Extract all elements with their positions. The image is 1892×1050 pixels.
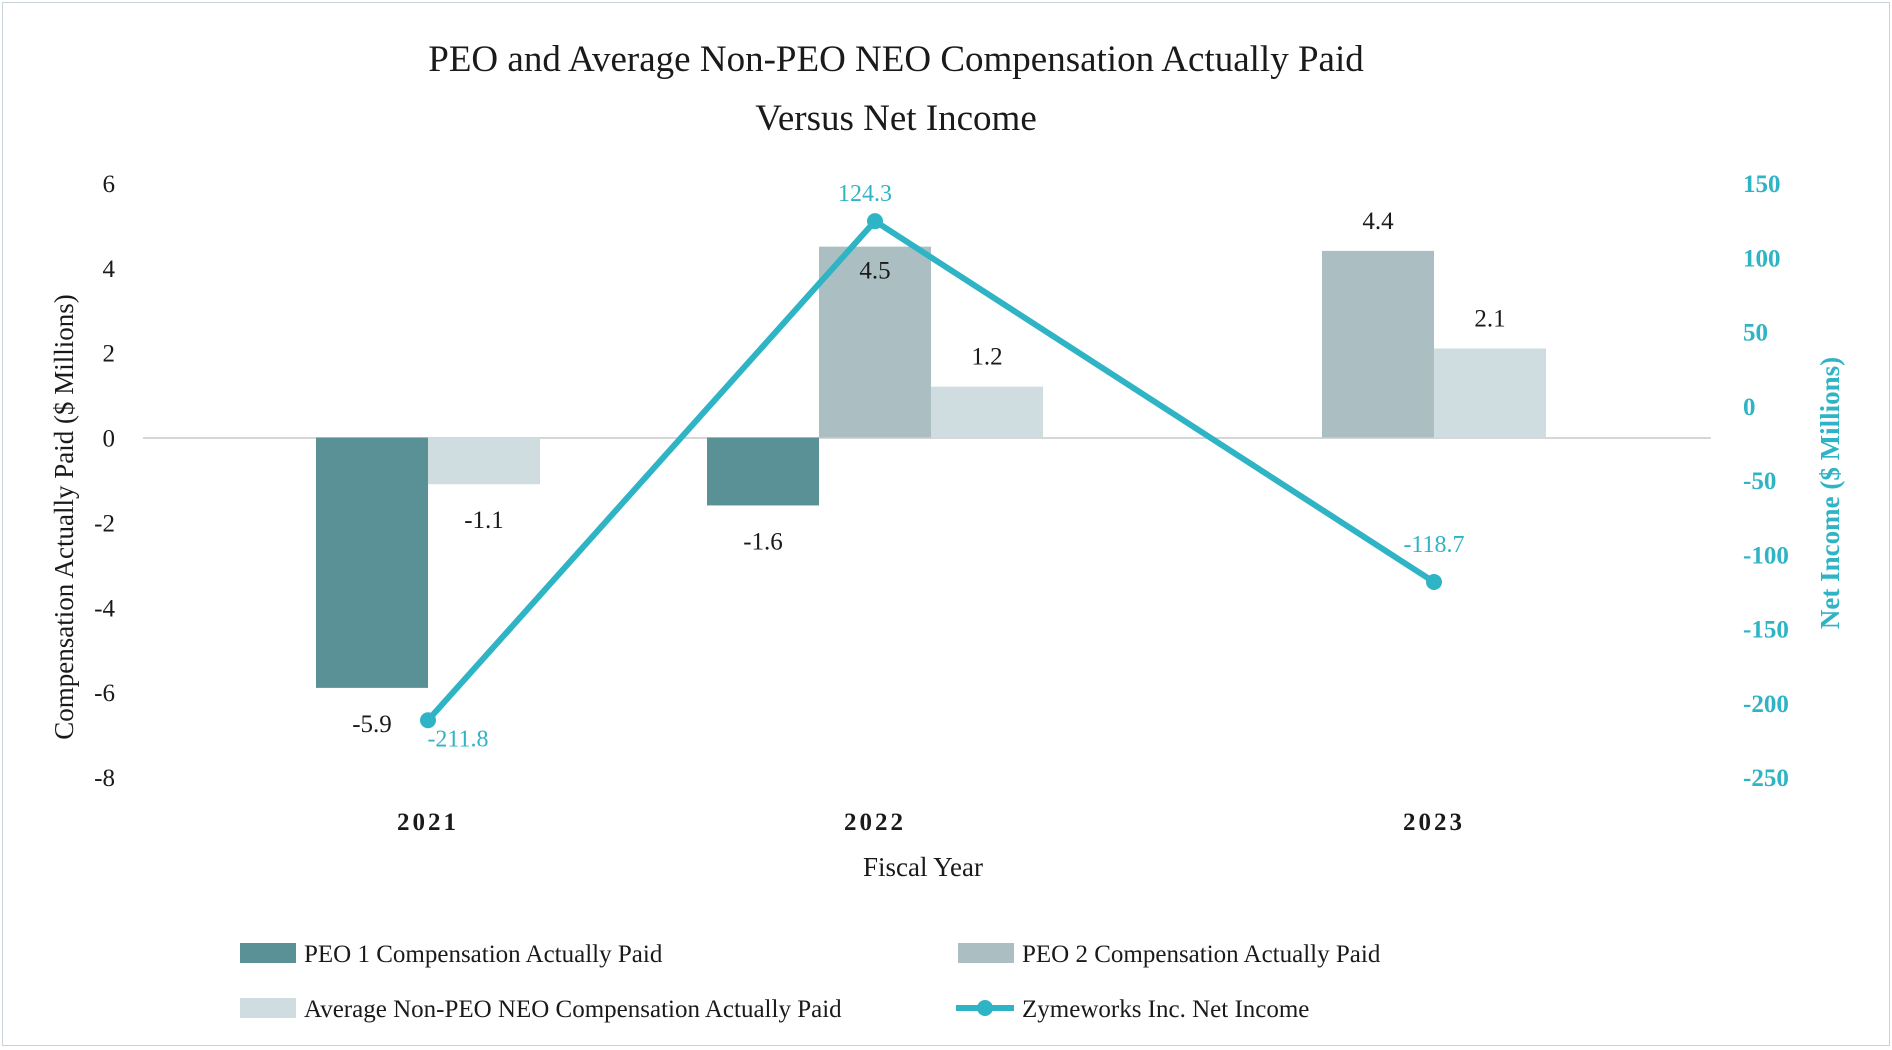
y-right-tick-label: -250	[1743, 765, 1789, 792]
bar-group	[316, 246, 1546, 688]
y-left-tick-label: -6	[94, 680, 115, 707]
legend-swatch	[240, 998, 296, 1018]
x-category-label: 2021	[397, 809, 459, 836]
chart-title-line-1: PEO and Average Non-PEO NEO Compensation…	[428, 39, 1364, 80]
bar-data-label: -1.6	[743, 528, 783, 555]
y-axis-left-label: Compensation Actually Paid ($ Millions)	[49, 294, 79, 739]
y-left-tick-label: -4	[94, 595, 115, 622]
x-axis-categories: 2021 2022 2023	[397, 809, 1465, 836]
y-left-tick-label: -8	[94, 765, 115, 792]
bar-data-label: 2.1	[1474, 305, 1505, 332]
chart-canvas: PEO and Average Non-PEO NEO Compensation…	[49, 39, 1845, 1023]
bar	[931, 386, 1043, 438]
bar	[1434, 348, 1546, 438]
y-left-tick-label: 2	[103, 341, 116, 368]
bar-data-label: 4.4	[1362, 208, 1394, 235]
x-axis-label: Fiscal Year	[863, 852, 983, 882]
net-income-point	[867, 213, 883, 230]
legend-swatch	[240, 943, 296, 963]
y-right-tick-label: -200	[1743, 691, 1789, 718]
bar	[819, 246, 931, 438]
legend-label: PEO 2 Compensation Actually Paid	[1022, 941, 1381, 968]
y-right-tick-label: -100	[1743, 542, 1789, 569]
chart-title-line-2: Versus Net Income	[755, 98, 1037, 139]
y-left-tick-label: 4	[103, 256, 116, 283]
y-left-tick-label: 6	[103, 171, 116, 198]
x-category-label: 2022	[844, 809, 906, 836]
legend: PEO 1 Compensation Actually Paid PEO 2 Co…	[240, 941, 1381, 1023]
legend-label: PEO 1 Compensation Actually Paid	[304, 941, 663, 968]
line-data-label: -211.8	[427, 726, 488, 752]
bar-data-label: 1.2	[971, 344, 1002, 371]
left-axis-ticks: 6 4 2 0 -2 -4 -6 -8	[94, 171, 115, 792]
line-data-label: -118.7	[1403, 532, 1464, 558]
data-label-group: -5.9 -1.1 -1.6 4.5 1.2 4.4 2.1 -211.8 124.3 -118.…	[352, 181, 1505, 752]
net-income-point	[1426, 574, 1442, 591]
y-right-tick-label: 100	[1743, 245, 1781, 272]
bar	[428, 437, 540, 485]
line-data-label: 124.3	[838, 181, 892, 207]
line-series-group	[420, 213, 1442, 729]
bar-data-label: -5.9	[352, 711, 392, 738]
y-axis-right-label: Net Income ($ Millions)	[1815, 357, 1845, 629]
right-axis-ticks: 150 100 50 0 -50 -100 -150 -200 -250	[1743, 171, 1789, 792]
bar-data-label: -1.1	[464, 507, 504, 534]
bar	[1322, 250, 1434, 438]
y-left-tick-label: -2	[94, 510, 115, 537]
bar	[707, 437, 819, 506]
legend-line-marker	[977, 1000, 993, 1016]
y-right-tick-label: 0	[1743, 394, 1756, 421]
legend-label: Zymeworks Inc. Net Income	[1022, 996, 1309, 1023]
bar-data-label: 4.5	[859, 258, 890, 285]
y-right-tick-label: 150	[1743, 171, 1781, 198]
net-income-point	[420, 712, 436, 729]
x-category-label: 2023	[1403, 809, 1465, 836]
bar	[316, 437, 428, 688]
y-right-tick-label: -50	[1743, 468, 1776, 495]
y-left-tick-label: 0	[103, 426, 116, 453]
legend-swatch	[958, 943, 1014, 963]
y-right-tick-label: -150	[1743, 617, 1789, 644]
y-right-tick-label: 50	[1743, 320, 1768, 347]
legend-label: Average Non-PEO NEO Compensation Actuall…	[304, 996, 842, 1023]
